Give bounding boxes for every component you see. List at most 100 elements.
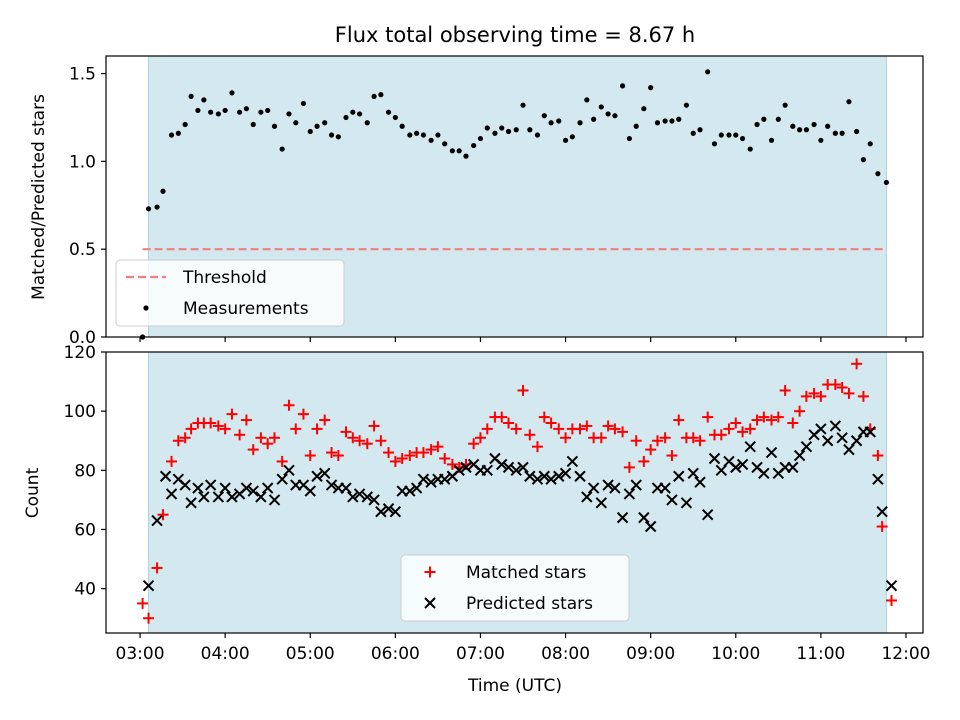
matched-star-point — [623, 461, 635, 473]
predicted-legend-swatch — [424, 597, 436, 609]
predicted-star-point — [800, 440, 813, 453]
predicted-star-point — [389, 506, 402, 518]
matched-star-point — [531, 441, 543, 453]
measurement-point — [676, 116, 682, 122]
predicted-star-point — [793, 449, 806, 462]
measurement-point — [662, 118, 668, 124]
matched-star-point — [212, 420, 224, 432]
measurement-point — [286, 111, 292, 117]
top-y-tick-label: 1.5 — [69, 65, 96, 85]
bottom-y-tick-label: 100 — [64, 402, 96, 422]
predicted-star-point — [566, 455, 579, 468]
bottom-y-axis-label: Count — [23, 467, 43, 518]
predicted-star-point — [659, 482, 671, 494]
x-tick-label: 10:00 — [711, 644, 760, 664]
measurement-point — [839, 130, 845, 136]
measurement-point — [505, 128, 512, 135]
bottom-plot-frame — [105, 351, 924, 634]
matched-star-point — [332, 450, 344, 462]
measurement-point — [477, 135, 484, 142]
predicted-star-point — [204, 479, 217, 491]
measurement-point — [279, 146, 285, 152]
measurement-point — [145, 206, 152, 212]
predicted-star-point — [226, 491, 238, 503]
matched-star-point — [737, 426, 749, 438]
bottom-y-tick-label: 80 — [74, 461, 96, 481]
measurement-point — [237, 109, 243, 115]
predicted-star-point — [502, 461, 515, 474]
matched-star-point — [843, 387, 855, 399]
predicted-star-point — [850, 435, 863, 447]
predicted-star-point — [404, 485, 416, 497]
measurement-point — [407, 132, 413, 138]
matched-star-point — [545, 417, 557, 429]
matched-star-point — [311, 423, 323, 435]
x-tick-label: 06:00 — [371, 644, 420, 664]
matched-star-point — [595, 432, 607, 444]
matched-star-point — [581, 420, 593, 432]
matched-star-point — [157, 509, 169, 521]
predicted-star-point — [198, 491, 210, 503]
matched-star-point — [800, 390, 812, 402]
measurement-point — [307, 128, 313, 135]
matched-star-point — [694, 435, 706, 447]
measurement-point — [747, 146, 753, 152]
predicted-star-point — [212, 491, 225, 503]
x-tick-label: 09:00 — [626, 644, 675, 664]
matched-star-point — [510, 423, 522, 435]
matched-star-point — [609, 423, 621, 435]
matched-star-point — [304, 450, 316, 462]
predicted-star-point — [439, 473, 451, 485]
matched-star-point — [389, 455, 401, 467]
matched-star-point — [836, 381, 848, 393]
measurement-point — [322, 120, 328, 126]
bottom-y-tick-label: 120 — [64, 343, 96, 363]
matched-star-point — [779, 384, 791, 396]
predicted-star-point — [602, 479, 614, 491]
predicted-star-point — [347, 491, 359, 503]
matched-legend-swatch — [424, 566, 436, 578]
predicted-star-point — [885, 579, 898, 592]
predicted-star-point — [744, 440, 756, 453]
matched-star-point — [226, 408, 238, 420]
predicted-star-point — [864, 426, 876, 438]
measurement-point — [854, 128, 860, 135]
predicted-star-point — [283, 464, 295, 477]
top-y-tick-label: 0.0 — [69, 328, 96, 348]
predicted-star-point — [694, 476, 706, 488]
measurement-point — [471, 142, 477, 149]
matched-star-point — [702, 411, 714, 423]
matched-star-point — [659, 432, 671, 444]
matched-star-point — [262, 438, 274, 450]
top-plot-frame — [105, 55, 924, 338]
x-tick-label: 08:00 — [541, 644, 590, 664]
top-legend: Threshold Measurements — [115, 259, 345, 327]
matched-star-point — [857, 390, 869, 402]
measurement-point — [739, 135, 746, 142]
measurement-point — [782, 102, 788, 108]
measurement-point — [364, 120, 370, 126]
measurement-point — [154, 204, 160, 210]
matched-star-point — [417, 447, 429, 459]
matched-star-point — [151, 562, 163, 574]
measurement-point — [598, 104, 604, 110]
measurement-point — [883, 179, 890, 186]
predicted-star-point — [261, 482, 274, 494]
measurement-point — [775, 116, 781, 122]
predicted-star-point — [311, 470, 323, 482]
predicted-star-point — [276, 473, 288, 485]
measurement-point — [371, 93, 377, 99]
measurement-point — [271, 123, 278, 129]
matched-star-point — [744, 423, 756, 435]
top-y-tick-label: 1.0 — [69, 152, 96, 172]
predicted-star-point — [382, 503, 395, 515]
measurement-point — [229, 90, 235, 96]
measurement-point — [761, 116, 767, 122]
measurement-point — [796, 127, 803, 133]
predicted-star-point — [460, 461, 472, 474]
measurement-point — [201, 97, 207, 103]
matched-star-point — [137, 597, 149, 609]
predicted-star-point — [616, 511, 629, 524]
measurement-point — [541, 113, 547, 119]
measurement-point — [314, 123, 320, 129]
